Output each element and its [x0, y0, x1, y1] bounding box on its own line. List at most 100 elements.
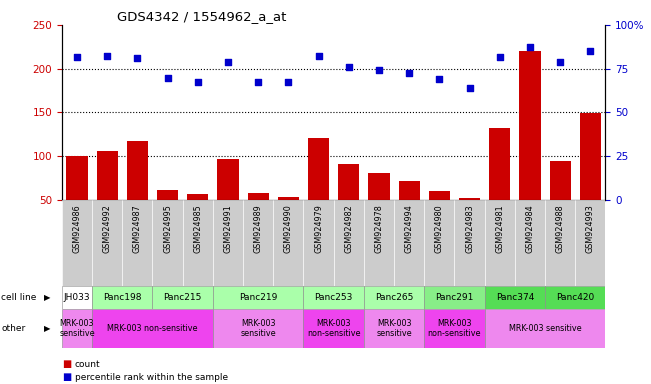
Text: MRK-003
sensitive: MRK-003 sensitive — [59, 319, 95, 338]
Bar — [429, 191, 450, 200]
Text: GDS4342 / 1554962_a_at: GDS4342 / 1554962_a_at — [117, 10, 286, 23]
Bar — [459, 198, 480, 200]
Text: Panc219: Panc219 — [239, 293, 277, 302]
Text: ▶: ▶ — [44, 324, 51, 333]
Bar — [303, 286, 364, 309]
Bar — [424, 309, 484, 348]
Text: GSM924993: GSM924993 — [586, 204, 595, 253]
Bar — [152, 286, 213, 309]
Bar — [122, 200, 152, 286]
Text: MRK-003
non-sensitive: MRK-003 non-sensitive — [428, 319, 481, 338]
Point — [132, 55, 143, 61]
Text: ▶: ▶ — [44, 293, 51, 302]
Point — [404, 70, 414, 76]
Text: GSM924985: GSM924985 — [193, 204, 202, 253]
Bar — [308, 137, 329, 200]
Bar — [424, 200, 454, 286]
Bar — [213, 309, 303, 348]
Bar — [303, 200, 333, 286]
Text: GSM924987: GSM924987 — [133, 204, 142, 253]
Text: GSM924979: GSM924979 — [314, 204, 323, 253]
Point — [283, 79, 294, 85]
Point — [162, 75, 173, 81]
Bar — [92, 200, 122, 286]
Bar — [484, 309, 605, 348]
Bar — [62, 286, 92, 309]
Text: Panc253: Panc253 — [314, 293, 353, 302]
Text: ■: ■ — [62, 359, 71, 369]
Bar — [364, 286, 424, 309]
Point — [555, 59, 565, 65]
Text: GSM924983: GSM924983 — [465, 204, 474, 253]
Text: GSM924978: GSM924978 — [374, 204, 383, 253]
Text: Panc420: Panc420 — [556, 293, 594, 302]
Text: GSM924991: GSM924991 — [223, 204, 232, 253]
Point — [495, 54, 505, 60]
Point — [434, 76, 445, 82]
Bar — [62, 200, 92, 286]
Bar — [62, 309, 92, 348]
Bar — [424, 286, 484, 309]
Text: cell line: cell line — [1, 293, 36, 302]
Point — [464, 85, 475, 91]
Text: MRK-003 sensitive: MRK-003 sensitive — [508, 324, 581, 333]
Text: Panc215: Panc215 — [163, 293, 202, 302]
Text: MRK-003
sensitive: MRK-003 sensitive — [240, 319, 276, 338]
Point — [374, 66, 384, 73]
Bar — [515, 200, 545, 286]
Text: count: count — [75, 359, 100, 369]
Bar — [368, 172, 389, 200]
Bar — [545, 286, 605, 309]
Bar — [217, 159, 238, 200]
Text: GSM924986: GSM924986 — [72, 204, 81, 253]
Point — [193, 79, 203, 85]
Bar — [398, 181, 420, 200]
Text: GSM924980: GSM924980 — [435, 204, 444, 253]
Bar — [338, 164, 359, 200]
Bar — [247, 193, 269, 200]
Bar — [157, 190, 178, 200]
Bar — [278, 197, 299, 200]
Bar — [394, 200, 424, 286]
Text: GSM924990: GSM924990 — [284, 204, 293, 253]
Text: GSM924984: GSM924984 — [525, 204, 534, 253]
Text: GSM924989: GSM924989 — [254, 204, 262, 253]
Bar — [183, 200, 213, 286]
Point — [585, 48, 596, 54]
Text: GSM924992: GSM924992 — [103, 204, 111, 253]
Text: GSM924994: GSM924994 — [405, 204, 413, 253]
Bar — [580, 113, 601, 200]
Text: ■: ■ — [62, 372, 71, 382]
Bar — [489, 128, 510, 200]
Point — [102, 53, 113, 59]
Bar — [96, 151, 118, 200]
Point — [313, 53, 324, 60]
Text: Panc198: Panc198 — [103, 293, 141, 302]
Bar — [364, 309, 424, 348]
Bar — [127, 141, 148, 200]
Text: GSM924995: GSM924995 — [163, 204, 172, 253]
Bar — [66, 156, 87, 200]
Point — [525, 44, 535, 50]
Bar — [152, 200, 183, 286]
Text: Panc291: Panc291 — [436, 293, 474, 302]
Bar — [519, 51, 540, 200]
Point — [344, 64, 354, 70]
Bar — [303, 309, 364, 348]
Bar — [484, 286, 545, 309]
Bar — [187, 194, 208, 200]
Bar — [484, 200, 515, 286]
Point — [223, 59, 233, 65]
Text: JH033: JH033 — [64, 293, 90, 302]
Bar — [92, 309, 213, 348]
Bar — [454, 200, 484, 286]
Bar — [213, 200, 243, 286]
Bar — [213, 286, 303, 309]
Text: GSM924981: GSM924981 — [495, 204, 505, 253]
Bar — [364, 200, 394, 286]
Text: other: other — [1, 324, 25, 333]
Text: MRK-003 non-sensitive: MRK-003 non-sensitive — [107, 324, 198, 333]
Bar — [273, 200, 303, 286]
Text: MRK-003
non-sensitive: MRK-003 non-sensitive — [307, 319, 361, 338]
Bar — [549, 161, 571, 200]
